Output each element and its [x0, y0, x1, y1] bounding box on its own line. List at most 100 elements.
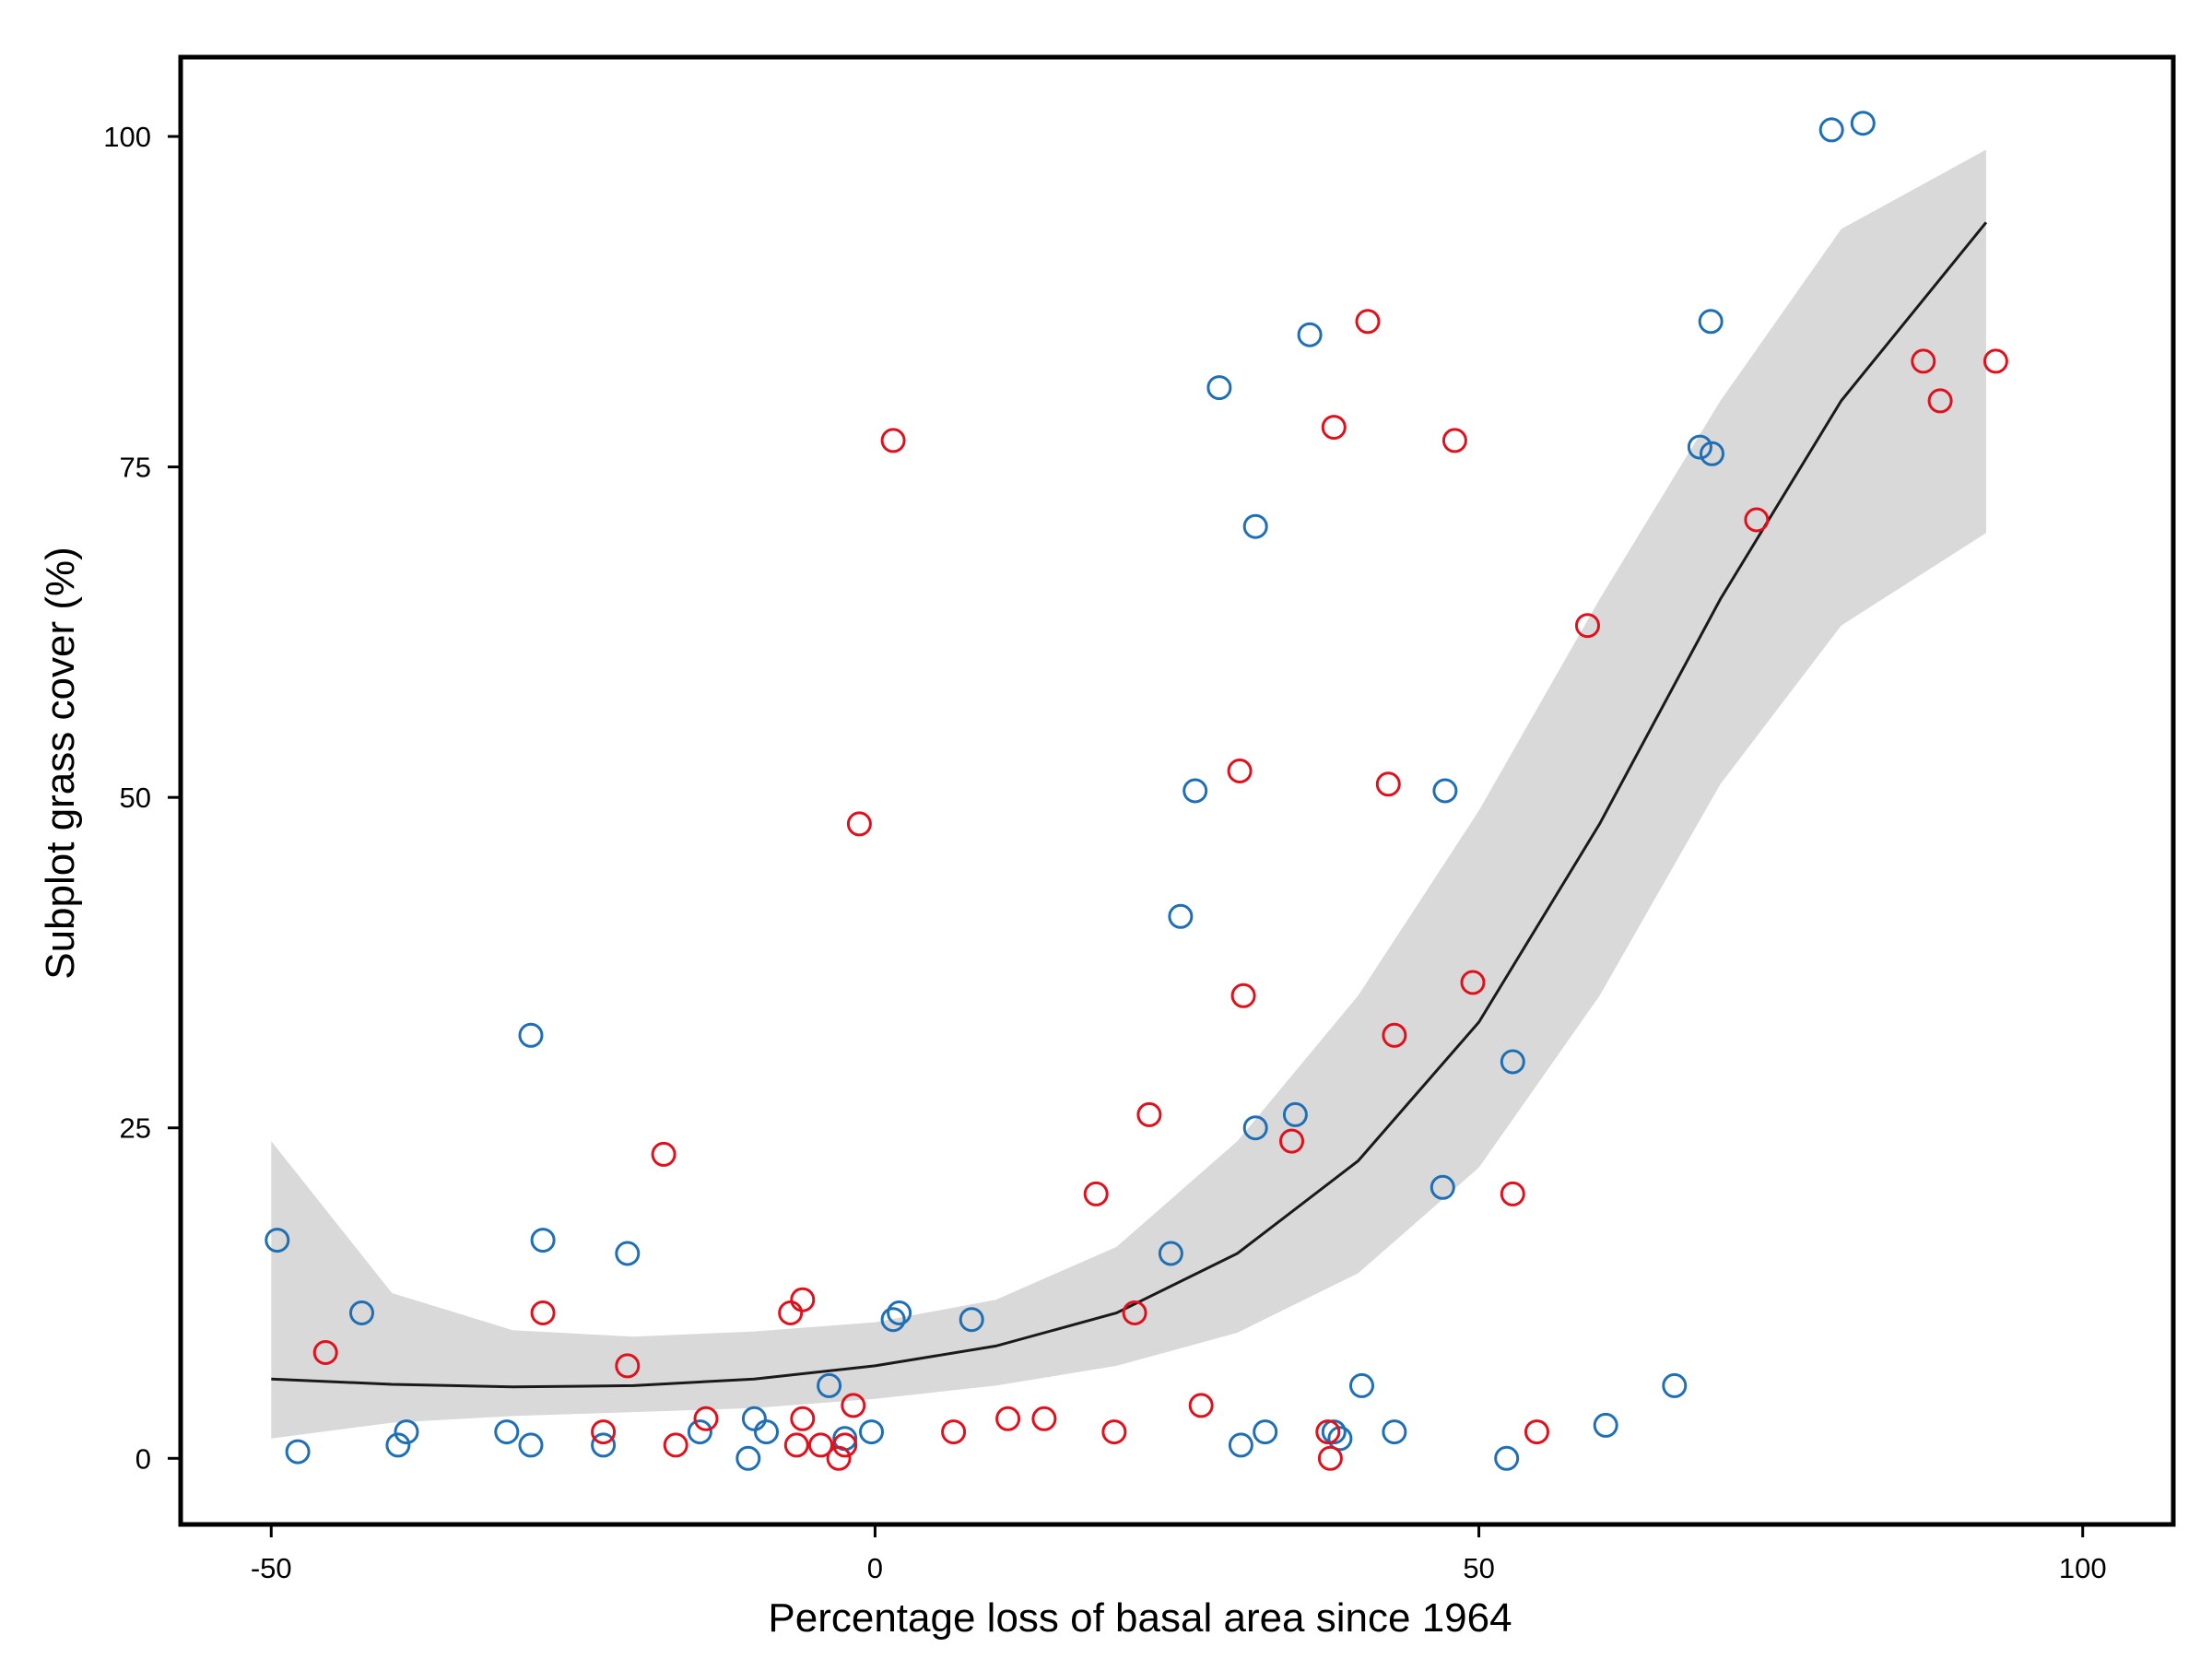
data-point-blue [1382, 1419, 1407, 1445]
data-point-blue [1242, 513, 1268, 539]
data-point-blue [1349, 1372, 1374, 1398]
data-point-red [1375, 771, 1401, 797]
data-point-red [846, 811, 872, 837]
data-point-blue [1494, 1445, 1520, 1471]
data-point-blue [1700, 441, 1724, 466]
data-point-blue [1818, 117, 1844, 143]
data-point-blue [1430, 1174, 1455, 1200]
data-point-blue [741, 1406, 767, 1431]
data-point-red [1101, 1419, 1127, 1445]
y-axis-title: Subplot grass cover (%) [38, 547, 83, 980]
data-point-blue [518, 1022, 544, 1048]
data-point-red [1575, 613, 1600, 639]
data-point-red [1500, 1181, 1525, 1206]
y-tick-label: 75 [120, 452, 151, 484]
data-point-blue [518, 1432, 544, 1458]
data-point-red [1441, 428, 1467, 453]
data-point-blue [687, 1419, 712, 1445]
data-point-red [1122, 1300, 1147, 1325]
data-point-blue [1593, 1412, 1618, 1438]
data-point-red [693, 1406, 719, 1431]
data-point-red [1927, 388, 1953, 414]
data-point-red [1227, 759, 1253, 783]
data-point-blue [887, 1300, 912, 1325]
x-axis-title: Percentage loss of basal area since 1964 [768, 1595, 1512, 1641]
data-point-red [1321, 415, 1347, 441]
data-point-red [1317, 1445, 1343, 1471]
data-point-red [1279, 1128, 1304, 1154]
data-point-red [995, 1406, 1021, 1431]
y-tick-label: 50 [120, 782, 151, 814]
data-point-red [790, 1406, 816, 1431]
data-point-red [1355, 309, 1381, 335]
data-point-red [1524, 1419, 1549, 1445]
data-point-blue [754, 1419, 779, 1445]
data-point-red [826, 1445, 852, 1471]
data-point-blue [349, 1300, 374, 1325]
data-point-red [1136, 1101, 1162, 1127]
data-point-red [1031, 1406, 1057, 1431]
data-point-blue [265, 1228, 290, 1253]
confidence-band [271, 149, 1986, 1439]
data-point-blue [530, 1228, 556, 1253]
data-point-blue [1182, 778, 1208, 804]
data-point-red [1382, 1022, 1407, 1048]
data-point-blue [385, 1432, 411, 1458]
data-point-red [651, 1141, 677, 1167]
data-point-red [1230, 982, 1256, 1008]
data-point-blue [1297, 322, 1323, 347]
data-point-blue [1228, 1432, 1253, 1458]
data-point-red [663, 1432, 688, 1458]
x-tick-label: 0 [867, 1552, 883, 1584]
data-point-red [832, 1432, 858, 1458]
data-point-blue [859, 1419, 884, 1445]
data-point-blue [1242, 1115, 1268, 1141]
y-tick-label: 0 [135, 1442, 151, 1475]
plot-area [265, 111, 2008, 1471]
data-point-blue [1158, 1241, 1183, 1266]
x-tick-label: 100 [2059, 1552, 2107, 1584]
data-point-blue [1327, 1426, 1353, 1452]
y-tick-label: 100 [103, 121, 151, 153]
data-point-red [591, 1419, 617, 1445]
data-point-red [1911, 348, 1936, 374]
data-point-red [941, 1419, 967, 1445]
data-point-blue [1321, 1419, 1347, 1445]
data-point-red [790, 1287, 816, 1312]
data-point-blue [1282, 1101, 1308, 1127]
fit-line [271, 221, 1988, 1389]
data-point-red [1983, 348, 2008, 374]
data-point-blue [1500, 1049, 1525, 1075]
data-point-blue [615, 1241, 641, 1266]
data-point-red [1460, 970, 1486, 995]
plot-frame [178, 54, 2176, 1527]
data-point-red [808, 1432, 833, 1458]
data-point-red [530, 1300, 556, 1325]
data-point-red [1188, 1393, 1214, 1418]
data-point-blue [880, 1307, 906, 1333]
data-point-blue [494, 1419, 520, 1445]
data-point-blue [817, 1372, 842, 1398]
data-point-blue [1687, 434, 1712, 460]
data-point-red [312, 1340, 338, 1365]
data-point-blue [959, 1307, 984, 1333]
data-point-red [1083, 1181, 1109, 1206]
data-point-red [615, 1353, 641, 1379]
data-points [265, 111, 2008, 1471]
data-point-blue [285, 1439, 311, 1465]
data-point-red [783, 1432, 809, 1458]
data-point-blue [1206, 375, 1232, 401]
data-point-red [778, 1300, 804, 1325]
x-tick-label: 50 [1463, 1552, 1494, 1584]
data-point-blue [1253, 1419, 1278, 1445]
data-point-blue [735, 1445, 761, 1471]
x-tick-label: -50 [251, 1552, 292, 1584]
data-point-blue [591, 1432, 617, 1458]
data-point-blue [1168, 903, 1194, 929]
data-point-blue [394, 1419, 419, 1445]
data-point-red [1315, 1419, 1341, 1445]
data-point-blue [1432, 778, 1458, 804]
data-point-red [841, 1393, 866, 1418]
data-point-red [880, 428, 906, 453]
